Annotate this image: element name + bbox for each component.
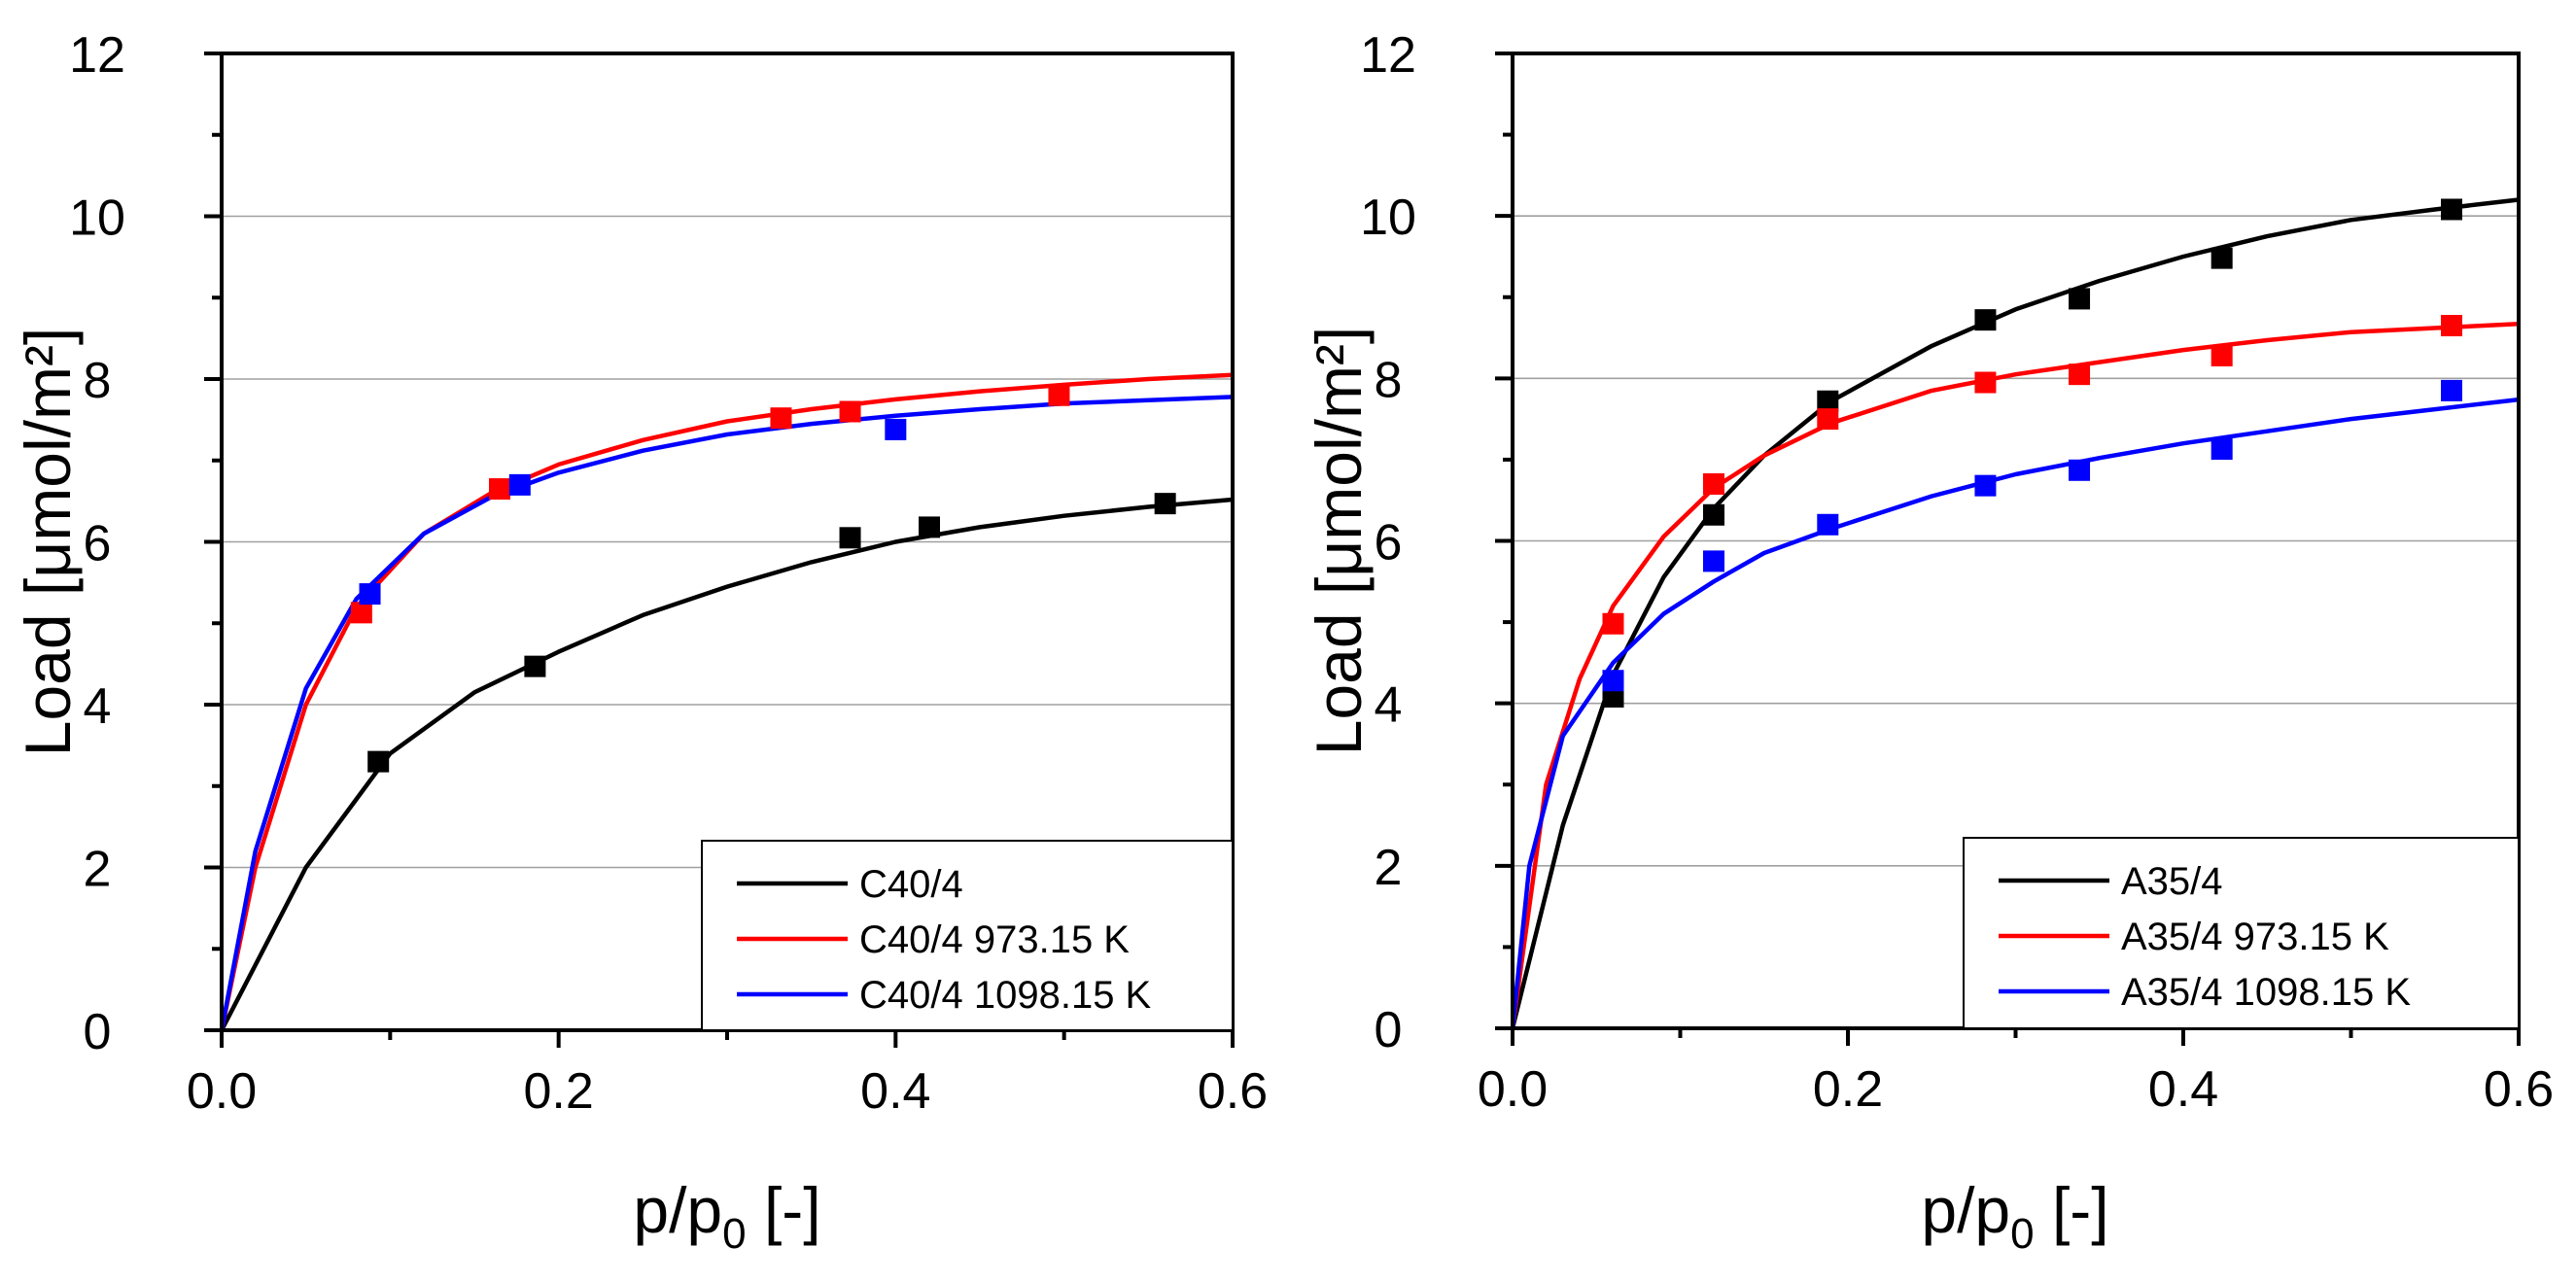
fit-line-3 (1510, 397, 2520, 1029)
data-point (2210, 344, 2233, 366)
y-tick-label: 4 (84, 678, 112, 735)
y-tick-label: 2 (84, 842, 112, 898)
data-point (2069, 459, 2091, 481)
x-axis-title: p/p0 [-] (1921, 1174, 2108, 1258)
y-tick-label: 10 (1360, 190, 1416, 246)
data-point (359, 583, 381, 606)
right-chart: 0 2 4 6 8 10 12 0.0 0.2 0.4 0.6 Load [μmol/m²] p/p0 … (1303, 27, 2554, 1258)
legend-label-1: C40/4 (859, 863, 963, 906)
y-tick-label: 0 (1375, 1002, 1403, 1058)
data-point (839, 400, 861, 423)
left-chart: 0 2 4 6 8 10 12 0.0 0.2 0.4 0.6 Load [μmol/m²] p/p0 … (12, 27, 1268, 1258)
y-tick-label: 0 (84, 1004, 112, 1060)
data-point (1602, 612, 1624, 635)
data-point (885, 418, 907, 440)
x-tick-label: 0.6 (1198, 1063, 1268, 1120)
data-point (2069, 288, 2091, 310)
data-point (524, 655, 546, 677)
data-point (1154, 493, 1176, 515)
data-point (2210, 438, 2233, 461)
legend-label-2: C40/4 973.15 K (859, 918, 1130, 961)
y-tick-label: 8 (1375, 352, 1403, 408)
x-tick-label: 0.2 (524, 1063, 594, 1120)
x-axis-title-main: p/p (633, 1174, 722, 1246)
data-point (1602, 670, 1624, 692)
y-tick-label: 4 (1375, 677, 1403, 734)
x-axis-title: p/p0 [-] (633, 1174, 820, 1258)
data-point (1817, 408, 1839, 431)
data-point (1974, 474, 1997, 497)
fit-line-1 (1510, 197, 2520, 1029)
legend: A35/4 A35/4 973.15 K A35/4 1098.15 K (1963, 837, 2520, 1029)
legend-label-2: A35/4 973.15 K (2121, 916, 2389, 958)
fit-line-3 (219, 395, 1234, 1031)
legend-label-1: A35/4 (2121, 860, 2223, 903)
y-tick-label: 6 (1375, 515, 1403, 571)
x-tick-label: 0.4 (860, 1063, 930, 1120)
data-point (2069, 364, 2091, 386)
data-point (350, 602, 372, 624)
data-point (1048, 384, 1070, 406)
x-axis-title-main: p/p (1921, 1174, 2010, 1246)
y-tick-label: 6 (84, 516, 112, 572)
fit-line-2 (1510, 322, 2520, 1029)
data-point (1817, 513, 1839, 536)
data-point (1817, 390, 1839, 412)
x-axis-title-sub: 0 (2010, 1210, 2034, 1258)
fit-line-1 (220, 497, 1234, 1032)
data-point (367, 750, 390, 773)
y-axis-title: Load [μmol/m²] (12, 328, 84, 757)
data-point (1703, 550, 1724, 572)
data-point (1602, 685, 1624, 708)
legend: C40/4 C40/4 973.15 K C40/4 1098.15 K (701, 840, 1234, 1031)
legend-label-3: C40/4 1098.15 K (859, 974, 1152, 1017)
data-point (1974, 309, 1997, 331)
x-axis-title-tail: [-] (2035, 1174, 2109, 1246)
legend-label-3: A35/4 1098.15 K (2121, 971, 2411, 1014)
y-axis-title: Load [μmol/m²] (1303, 327, 1375, 756)
y-tick-label: 2 (1375, 840, 1403, 896)
y-tick-label: 12 (1360, 27, 1416, 84)
y-tick-label: 8 (84, 353, 112, 409)
data-point (508, 473, 531, 496)
x-tick-label: 0.6 (2484, 1061, 2554, 1118)
data-point (1703, 503, 1724, 526)
data-point (2441, 315, 2462, 337)
data-point (2441, 198, 2462, 221)
x-axis-title-tail: [-] (747, 1174, 821, 1246)
data-point (770, 407, 792, 430)
x-tick-label: 0.0 (187, 1063, 257, 1120)
y-tick-label: 12 (69, 27, 125, 84)
x-tick-label: 0.4 (2148, 1061, 2218, 1118)
legend-box (1963, 837, 2520, 1029)
data-point (2441, 379, 2462, 401)
fit-line-2 (219, 372, 1234, 1031)
y-tick-label: 10 (69, 190, 125, 247)
data-point (839, 527, 861, 549)
legend-box (701, 840, 1234, 1031)
data-point (489, 478, 510, 501)
data-point (1703, 472, 1724, 495)
data-point (919, 516, 940, 538)
data-point (2210, 247, 2233, 269)
x-tick-label: 0.2 (1813, 1061, 1883, 1118)
x-tick-label: 0.0 (1478, 1061, 1548, 1118)
data-point (1974, 371, 1997, 394)
x-axis-title-sub: 0 (722, 1210, 746, 1258)
